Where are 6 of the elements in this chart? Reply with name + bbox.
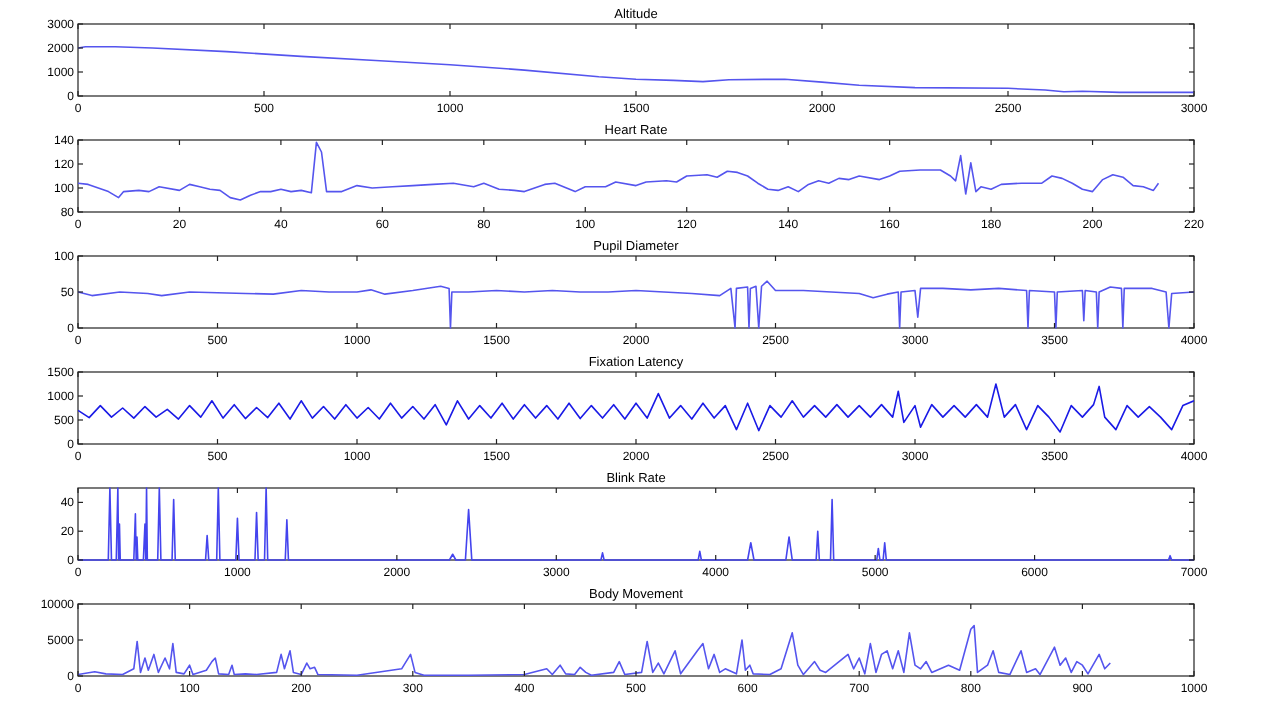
line-series — [78, 280, 1194, 329]
line-series — [78, 487, 1194, 561]
line-series — [78, 624, 1112, 677]
line-series — [78, 46, 1194, 94]
line-series — [78, 141, 1160, 201]
line-series — [78, 383, 1194, 433]
